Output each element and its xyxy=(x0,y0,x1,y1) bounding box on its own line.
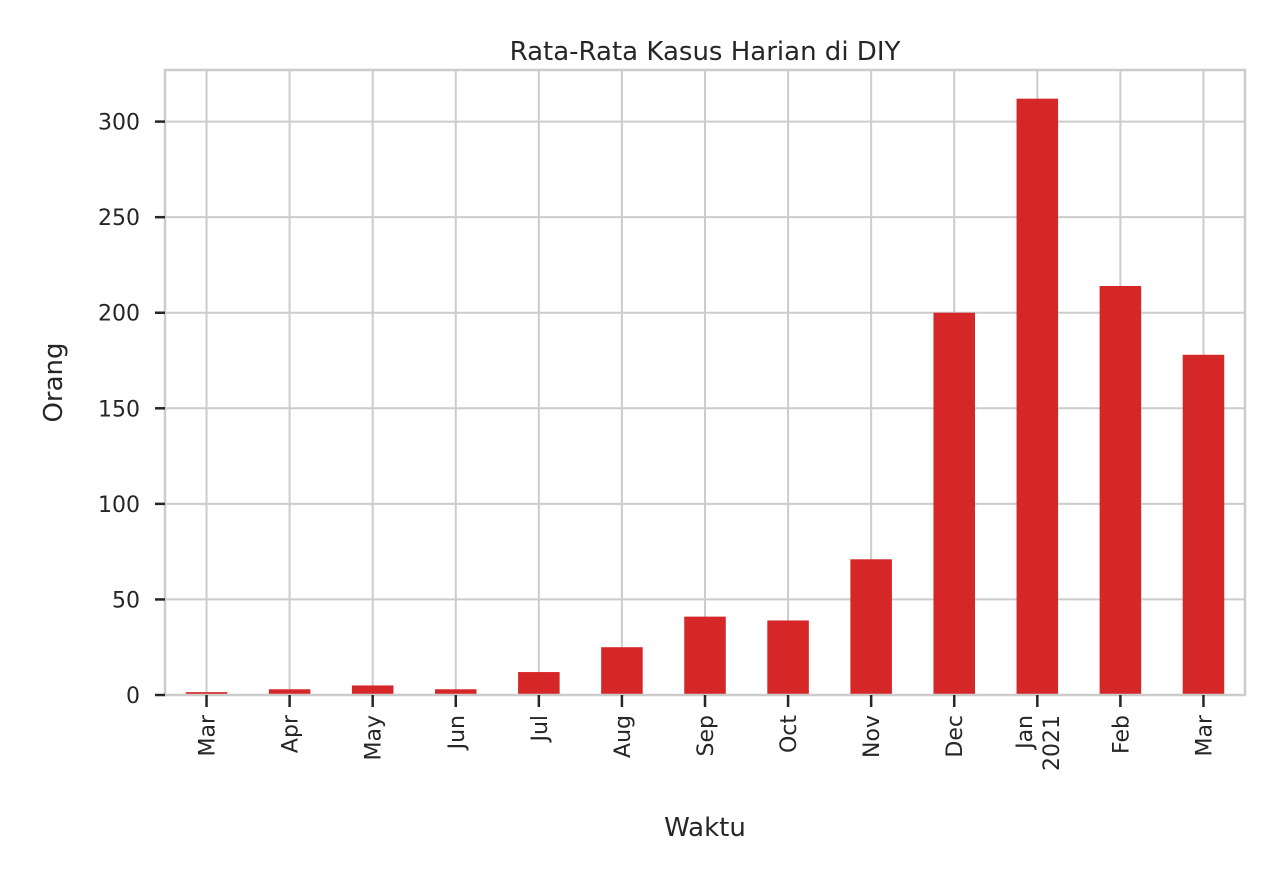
bar xyxy=(351,685,394,695)
bar xyxy=(850,559,892,695)
x-tick-label: Jul xyxy=(528,715,553,744)
x-tick-label: Nov xyxy=(860,715,885,758)
bar xyxy=(933,312,975,695)
x-tick-label: Mar xyxy=(196,714,221,756)
chart-title: Rata-Rata Kasus Harian di DIY xyxy=(510,37,901,67)
y-tick-label: 200 xyxy=(98,302,140,327)
bar xyxy=(684,616,726,695)
x-tick-label: Mar xyxy=(1192,714,1217,756)
y-tick-label: 150 xyxy=(98,397,140,422)
bar xyxy=(435,689,477,695)
y-tick-label: 300 xyxy=(98,111,140,136)
bar xyxy=(1099,285,1142,695)
x-axis: Mar Apr May Jun Jul Aug Sep Oct Nov Dec Jan2021 Feb… xyxy=(196,695,1217,771)
bar xyxy=(1016,98,1059,695)
bar xyxy=(1182,354,1225,695)
x-tick-label: Feb xyxy=(1109,715,1134,754)
x-tick-label: Oct xyxy=(777,715,802,753)
x-tick-label: Dec xyxy=(943,715,968,758)
y-tick-label: 100 xyxy=(98,493,140,518)
bar xyxy=(601,647,643,695)
y-tick-label: 50 xyxy=(112,588,140,613)
bar xyxy=(767,620,809,695)
x-tick-label: Jan2021 xyxy=(1013,715,1065,771)
grid xyxy=(165,70,1245,696)
x-tick-label: Aug xyxy=(611,715,636,758)
bar xyxy=(185,692,228,695)
x-tick-label: May xyxy=(362,715,387,760)
y-axis: 0 50 100 150 200 250 300 xyxy=(98,111,165,709)
y-tick-label: 0 xyxy=(126,684,140,709)
y-axis-label: Orang xyxy=(39,342,69,422)
x-tick-label: Jun xyxy=(445,715,470,751)
bar xyxy=(268,689,311,695)
x-tick-label: Apr xyxy=(279,714,304,753)
x-axis-label: Waktu xyxy=(664,813,746,843)
bars xyxy=(185,98,1225,695)
y-tick-label: 250 xyxy=(98,206,140,231)
x-tick-label: Sep xyxy=(694,715,719,756)
bar xyxy=(518,672,560,695)
